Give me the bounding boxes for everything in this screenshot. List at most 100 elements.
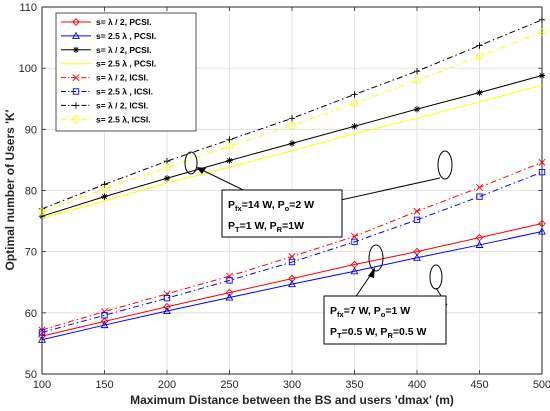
data-point-marker bbox=[288, 253, 296, 261]
data-point-marker bbox=[351, 91, 358, 98]
series-line bbox=[41, 84, 543, 219]
data-point-marker bbox=[538, 219, 546, 228]
data-point-marker bbox=[351, 238, 358, 246]
annotation-ellipse-low-power-left bbox=[368, 244, 384, 272]
data-point-marker bbox=[413, 105, 421, 113]
data-point-marker bbox=[163, 306, 171, 315]
data-point-marker bbox=[100, 320, 109, 329]
data-point-marker bbox=[538, 28, 546, 36]
legend-marker bbox=[72, 46, 80, 53]
series-7 bbox=[38, 16, 546, 213]
legend-label: s= 2.5 λ, ICSI. bbox=[96, 114, 151, 124]
legend-item: s= λ / 2, ICSI. bbox=[61, 73, 148, 83]
annotation-box bbox=[323, 295, 447, 345]
annotation-box-high-power: Pfx=14 W, Po=2 W PT=1 W, PR=1W bbox=[221, 189, 343, 238]
legend-marker bbox=[72, 115, 80, 123]
legend-items: s= λ / 2, PCSI. s= 2.5 λ , PCSI. s= λ / 2,… bbox=[61, 17, 156, 124]
data-point-marker bbox=[413, 76, 421, 85]
annotation-ellipse-high-power-right bbox=[437, 150, 453, 180]
data-point-marker bbox=[163, 294, 171, 302]
data-point-marker bbox=[225, 293, 234, 301]
series-2 bbox=[38, 227, 546, 343]
x-tick-label: 350 bbox=[345, 379, 363, 391]
series-3 bbox=[38, 72, 546, 220]
legend-item: s= λ / 2, ICSI. bbox=[61, 100, 148, 110]
x-tick-label: 200 bbox=[158, 379, 176, 391]
data-point-marker bbox=[100, 185, 109, 193]
legend-label: s= 2.5 λ , PCSI. bbox=[96, 59, 156, 69]
data-point-marker bbox=[350, 99, 359, 108]
y-tick-label: 90 bbox=[25, 124, 37, 136]
data-point-marker bbox=[225, 272, 234, 280]
annotation-line: PT=0.5 W, PR=0.5 W bbox=[330, 326, 427, 340]
data-point-marker bbox=[476, 42, 483, 49]
data-point-marker bbox=[38, 212, 46, 220]
data-point-marker bbox=[288, 122, 296, 130]
data-point-marker bbox=[101, 193, 108, 200]
data-point-marker bbox=[351, 123, 358, 130]
annotation-line: Pfx=7 W, Po=1 W bbox=[330, 305, 410, 319]
annotation-box-low-power: Pfx=7 W, Po=1 W PT=0.5 W, PR=0.5 W bbox=[323, 295, 447, 345]
legend-marker bbox=[72, 18, 80, 26]
x-tick-label: 250 bbox=[220, 379, 238, 391]
data-point-marker bbox=[538, 16, 546, 24]
data-point-marker bbox=[475, 52, 484, 61]
y-tick-label: 70 bbox=[25, 247, 37, 259]
data-point-marker bbox=[413, 207, 421, 215]
legend-label: s= λ / 2, ICSI. bbox=[96, 100, 148, 110]
annotation-line: PT=1 W, PR=1W bbox=[228, 220, 304, 234]
annotations: Pfx=14 W, Po=2 W PT=1 W, PR=1W Pfx=7 W, … bbox=[184, 150, 453, 345]
data-point-marker bbox=[538, 158, 546, 166]
data-point-marker bbox=[226, 136, 233, 143]
annotation-line: Pfx=14 W, Po=2 W bbox=[228, 199, 314, 213]
data-point-marker bbox=[100, 308, 109, 316]
data-point-marker bbox=[476, 193, 483, 200]
arrow-head bbox=[196, 167, 206, 174]
legend-label: s= λ / 2, PCSI. bbox=[96, 17, 152, 27]
data-point-marker bbox=[288, 279, 296, 288]
data-point-marker bbox=[476, 89, 483, 96]
arrow-head bbox=[368, 267, 375, 278]
data-point-marker bbox=[288, 140, 296, 147]
axis-ticks: 100 150 200 250 300 350 400 450 500 50 60 70 80 90 100… bbox=[19, 2, 550, 391]
data-point-marker bbox=[350, 267, 359, 275]
series-line bbox=[41, 230, 543, 341]
series-line bbox=[41, 31, 543, 213]
data-point-marker bbox=[163, 290, 171, 298]
data-point-marker bbox=[538, 168, 546, 176]
series-8 bbox=[38, 28, 546, 216]
data-point-marker bbox=[163, 175, 171, 182]
data-point-marker bbox=[350, 232, 359, 240]
legend: s= λ / 2, PCSI. s= 2.5 λ , PCSI. s= λ / 2,… bbox=[55, 12, 197, 132]
series-layer bbox=[38, 16, 546, 343]
data-point-marker bbox=[475, 233, 484, 242]
data-point-marker bbox=[38, 335, 46, 343]
y-axis-label: Optimal number of Users 'K' bbox=[3, 109, 17, 270]
legend-marker bbox=[72, 88, 80, 95]
data-point-marker bbox=[226, 157, 233, 164]
series-6 bbox=[38, 168, 546, 336]
y-tick-label: 80 bbox=[25, 186, 37, 198]
data-point-marker bbox=[226, 277, 233, 284]
x-tick-label: 100 bbox=[33, 379, 51, 391]
legend-item: s= λ / 2, PCSI. bbox=[61, 45, 152, 55]
data-point-marker bbox=[413, 216, 421, 224]
series-5 bbox=[38, 158, 546, 334]
annotation-ellipse-low-power-right bbox=[429, 264, 443, 290]
data-point-marker bbox=[163, 157, 171, 165]
x-tick-label: 400 bbox=[408, 379, 426, 391]
data-point-marker bbox=[413, 68, 421, 75]
data-point-marker bbox=[413, 253, 421, 261]
legend-marker bbox=[72, 102, 80, 109]
data-point-marker bbox=[38, 208, 46, 216]
data-point-marker bbox=[101, 312, 108, 319]
legend-item: s= 2.5 λ, ICSI. bbox=[61, 114, 151, 124]
data-point-marker bbox=[163, 302, 171, 311]
legend-box bbox=[55, 12, 197, 132]
data-point-marker bbox=[475, 240, 484, 248]
data-point-marker bbox=[163, 163, 171, 171]
annotation-box bbox=[221, 189, 343, 238]
series-line bbox=[41, 171, 543, 333]
x-tick-label: 300 bbox=[283, 379, 301, 391]
